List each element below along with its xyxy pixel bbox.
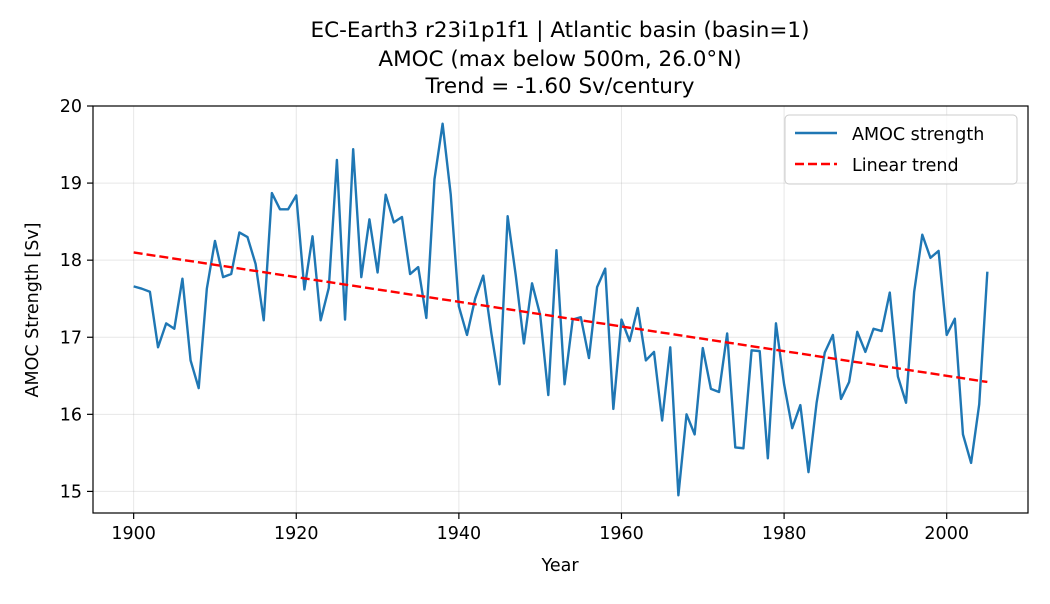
y-ticks: 15 16 17 18 19 20 (60, 97, 93, 502)
y-tick-label: 18 (60, 251, 82, 271)
x-axis-label: Year (540, 556, 579, 576)
x-tick-label: 1900 (111, 524, 156, 544)
series-line-linear-trend (133, 251, 988, 384)
chart-title-line-2: AMOC (max below 500m, 26.0°N) (378, 47, 741, 72)
chart-title-line-1: EC-Earth3 r23i1p1f1 | Atlantic basin (ba… (310, 18, 809, 43)
x-tick-label: 2000 (924, 524, 969, 544)
legend: AMOC strength Linear trend (784, 114, 1018, 185)
series-layer (133, 122, 989, 497)
axes-frame (92, 105, 1029, 514)
x-tick-label: 1960 (599, 524, 644, 544)
y-tick-label: 17 (60, 328, 82, 348)
y-tick-label: 15 (60, 482, 82, 502)
chart-title-line-3: Trend = -1.60 Sv/century (425, 74, 695, 99)
y-tick-label: 20 (60, 97, 82, 117)
y-tick-label: 19 (60, 174, 82, 194)
x-tick-label: 1980 (762, 524, 807, 544)
x-tick-label: 1920 (274, 524, 319, 544)
y-axis-label: AMOC Strength [Sv] (23, 222, 43, 397)
x-tick-label: 1940 (437, 524, 482, 544)
legend-label-trend: Linear trend (852, 156, 959, 176)
legend-label-amoc: AMOC strength (852, 125, 984, 145)
x-ticks: 1900 1920 1940 1960 1980 2000 (111, 513, 969, 544)
legend-box (784, 114, 1018, 185)
y-tick-label: 16 (60, 405, 82, 425)
